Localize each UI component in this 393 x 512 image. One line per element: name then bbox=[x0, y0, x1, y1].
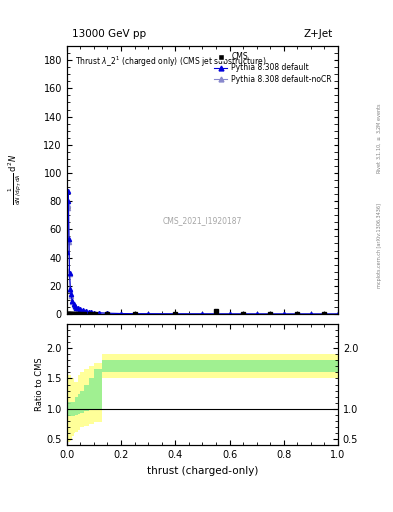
Pythia 8.308 default bbox=[89, 309, 94, 315]
Pythia 8.308 default bbox=[68, 286, 73, 292]
Pythia 8.308 default-noCR bbox=[67, 239, 72, 245]
Pythia 8.308 default bbox=[78, 306, 83, 312]
Pythia 8.308 default bbox=[173, 311, 178, 317]
Legend: CMS, Pythia 8.308 default, Pythia 8.308 default-noCR: CMS, Pythia 8.308 default, Pythia 8.308 … bbox=[211, 50, 334, 86]
Pythia 8.308 default-noCR bbox=[336, 311, 340, 317]
Text: Z+Jet: Z+Jet bbox=[303, 29, 332, 39]
Pythia 8.308 default-noCR bbox=[66, 202, 71, 208]
Pythia 8.308 default bbox=[119, 310, 123, 316]
Pythia 8.308 default-noCR bbox=[69, 292, 73, 298]
Pythia 8.308 default-noCR bbox=[73, 304, 77, 310]
Pythia 8.308 default bbox=[70, 298, 75, 304]
Pythia 8.308 default-noCR bbox=[254, 311, 259, 317]
Pythia 8.308 default bbox=[66, 198, 71, 204]
Pythia 8.308 default-noCR bbox=[71, 302, 76, 308]
Pythia 8.308 default bbox=[227, 311, 232, 317]
Pythia 8.308 default-noCR bbox=[97, 310, 102, 316]
Text: $\frac{1}{\mathrm{d}N\,/\,\mathrm{d}p_T\,\mathrm{d}\lambda}$ $\mathrm{d}^2N$: $\frac{1}{\mathrm{d}N\,/\,\mathrm{d}p_T\… bbox=[7, 154, 24, 205]
Pythia 8.308 default bbox=[83, 308, 88, 314]
Pythia 8.308 default-noCR bbox=[75, 306, 80, 312]
Pythia 8.308 default-noCR bbox=[70, 299, 75, 305]
Pythia 8.308 default-noCR bbox=[83, 308, 88, 314]
Pythia 8.308 default-noCR bbox=[89, 309, 94, 315]
Pythia 8.308 default-noCR bbox=[105, 310, 110, 316]
Pythia 8.308 default bbox=[132, 311, 137, 317]
Pythia 8.308 default bbox=[81, 307, 85, 313]
Pythia 8.308 default-noCR bbox=[78, 307, 83, 313]
Pythia 8.308 default bbox=[65, 249, 70, 255]
Pythia 8.308 default bbox=[105, 310, 110, 316]
Text: Thrust $\lambda\_2^1$ (charged only) (CMS jet substructure): Thrust $\lambda\_2^1$ (charged only) (CM… bbox=[75, 54, 266, 69]
Pythia 8.308 default-noCR bbox=[281, 311, 286, 317]
Pythia 8.308 default-noCR bbox=[92, 310, 96, 316]
Pythia 8.308 default bbox=[66, 188, 70, 195]
Pythia 8.308 default-noCR bbox=[68, 287, 73, 293]
Text: 13000 GeV pp: 13000 GeV pp bbox=[72, 29, 146, 39]
Pythia 8.308 default bbox=[92, 309, 96, 315]
Pythia 8.308 default-noCR bbox=[81, 308, 85, 314]
Line: Pythia 8.308 default: Pythia 8.308 default bbox=[65, 189, 340, 316]
Pythia 8.308 default bbox=[75, 305, 80, 311]
Pythia 8.308 default bbox=[309, 311, 313, 317]
Pythia 8.308 default bbox=[281, 311, 286, 317]
Pythia 8.308 default-noCR bbox=[119, 310, 123, 316]
Pythia 8.308 default-noCR bbox=[66, 205, 70, 211]
Pythia 8.308 default-noCR bbox=[74, 305, 79, 311]
Pythia 8.308 default-noCR bbox=[65, 267, 70, 273]
X-axis label: thrust (charged-only): thrust (charged-only) bbox=[147, 466, 258, 476]
Y-axis label: Ratio to CMS: Ratio to CMS bbox=[35, 358, 44, 411]
Text: Rivet 3.1.10, $\geq$ 3.2M events: Rivet 3.1.10, $\geq$ 3.2M events bbox=[375, 102, 383, 174]
Text: mcplots.cern.ch [arXiv:1306.3436]: mcplots.cern.ch [arXiv:1306.3436] bbox=[377, 203, 382, 288]
Pythia 8.308 default bbox=[336, 311, 340, 317]
Pythia 8.308 default bbox=[146, 311, 151, 317]
Pythia 8.308 default-noCR bbox=[67, 271, 72, 278]
Pythia 8.308 default-noCR bbox=[200, 311, 205, 317]
Pythia 8.308 default-noCR bbox=[173, 311, 178, 317]
Pythia 8.308 default-noCR bbox=[132, 311, 137, 317]
Pythia 8.308 default bbox=[86, 309, 91, 315]
Pythia 8.308 default-noCR bbox=[227, 311, 232, 317]
Pythia 8.308 default bbox=[73, 303, 77, 309]
Pythia 8.308 default bbox=[254, 311, 259, 317]
Pythia 8.308 default bbox=[97, 310, 102, 316]
Pythia 8.308 default bbox=[69, 291, 73, 297]
Pythia 8.308 default bbox=[71, 301, 76, 307]
Pythia 8.308 default bbox=[74, 305, 79, 311]
Line: Pythia 8.308 default-noCR: Pythia 8.308 default-noCR bbox=[65, 203, 340, 316]
Pythia 8.308 default bbox=[67, 236, 72, 242]
Pythia 8.308 default-noCR bbox=[146, 311, 151, 317]
Pythia 8.308 default bbox=[200, 311, 205, 317]
Pythia 8.308 default-noCR bbox=[309, 311, 313, 317]
Text: CMS_2021_I1920187: CMS_2021_I1920187 bbox=[163, 216, 242, 225]
Pythia 8.308 default-noCR bbox=[86, 309, 91, 315]
Pythia 8.308 default bbox=[67, 270, 72, 276]
